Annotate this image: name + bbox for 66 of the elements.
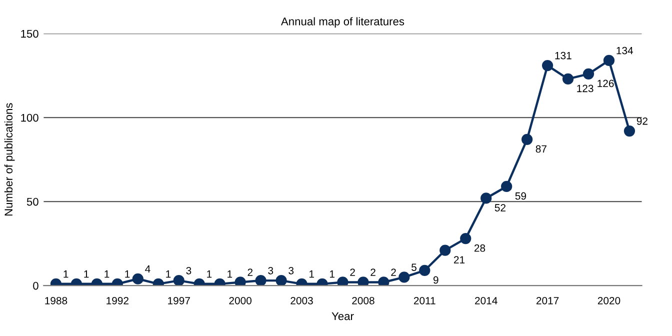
y-axis-title: Number of publications bbox=[4, 103, 15, 216]
data-label: 2 bbox=[350, 268, 355, 276]
x-tick-label: 2011 bbox=[414, 296, 436, 304]
data-label: 21 bbox=[454, 256, 465, 264]
x-tick-label: 1992 bbox=[106, 296, 128, 304]
x-tick-label: 2014 bbox=[475, 296, 498, 304]
data-label: 1 bbox=[330, 270, 334, 278]
point bbox=[460, 233, 472, 244]
x-axis-title: Year bbox=[332, 312, 354, 320]
data-label: 1 bbox=[166, 270, 171, 278]
x-tick-label: 2000 bbox=[229, 296, 252, 304]
y-tick-label: 50 bbox=[26, 198, 38, 206]
data-label: 9 bbox=[433, 276, 438, 284]
data-label: 123 bbox=[577, 84, 594, 92]
y-tick-label: 150 bbox=[21, 30, 38, 38]
x-tick-label: 2008 bbox=[352, 296, 374, 304]
data-label: 131 bbox=[555, 52, 572, 60]
data-label: 52 bbox=[494, 204, 506, 212]
point bbox=[358, 276, 369, 286]
point bbox=[582, 68, 594, 80]
data-label: 92 bbox=[636, 117, 648, 125]
data-label: 4 bbox=[145, 265, 150, 273]
point bbox=[276, 275, 287, 286]
data-label: 2 bbox=[370, 268, 376, 276]
x-tick-label: 2017 bbox=[536, 296, 559, 304]
data-label: 3 bbox=[186, 266, 192, 274]
x-tick-label: 2003 bbox=[290, 296, 313, 304]
y-tick-label: 0 bbox=[33, 282, 38, 290]
point bbox=[522, 134, 533, 145]
data-label: 126 bbox=[598, 80, 614, 88]
point bbox=[255, 275, 266, 286]
data-label: 2 bbox=[248, 268, 253, 276]
point bbox=[378, 276, 390, 286]
data-label: 1 bbox=[309, 270, 314, 278]
point bbox=[132, 273, 144, 284]
data-label: 5 bbox=[412, 264, 416, 271]
data-label: 1 bbox=[125, 270, 130, 278]
chart-title: Annual map of literatures bbox=[280, 17, 404, 28]
point bbox=[480, 192, 492, 204]
y-tick-label: 100 bbox=[21, 114, 38, 122]
point bbox=[398, 272, 410, 283]
data-label: 87 bbox=[536, 145, 546, 153]
point bbox=[419, 264, 430, 276]
point bbox=[173, 275, 184, 286]
point bbox=[337, 276, 348, 286]
x-tick-label: 1988 bbox=[45, 296, 68, 304]
data-label: 1 bbox=[64, 270, 68, 278]
data-label: 28 bbox=[474, 244, 486, 252]
x-tick-label: 2020 bbox=[598, 296, 620, 304]
data-label: 1 bbox=[207, 270, 212, 278]
data-label: 2 bbox=[391, 268, 396, 276]
data-label: 59 bbox=[515, 192, 526, 200]
point bbox=[542, 60, 554, 72]
point bbox=[562, 73, 574, 85]
point bbox=[440, 244, 451, 256]
data-label: 3 bbox=[268, 266, 274, 274]
data-label: 134 bbox=[616, 46, 634, 54]
x-tick-label: 1997 bbox=[168, 296, 190, 304]
point bbox=[603, 54, 615, 66]
data-label: 1 bbox=[104, 270, 110, 278]
data-label: 1 bbox=[84, 270, 89, 278]
point bbox=[234, 276, 246, 286]
point bbox=[624, 125, 636, 137]
point bbox=[501, 180, 512, 192]
data-label: 1 bbox=[228, 270, 232, 278]
data-label: 3 bbox=[288, 266, 294, 274]
